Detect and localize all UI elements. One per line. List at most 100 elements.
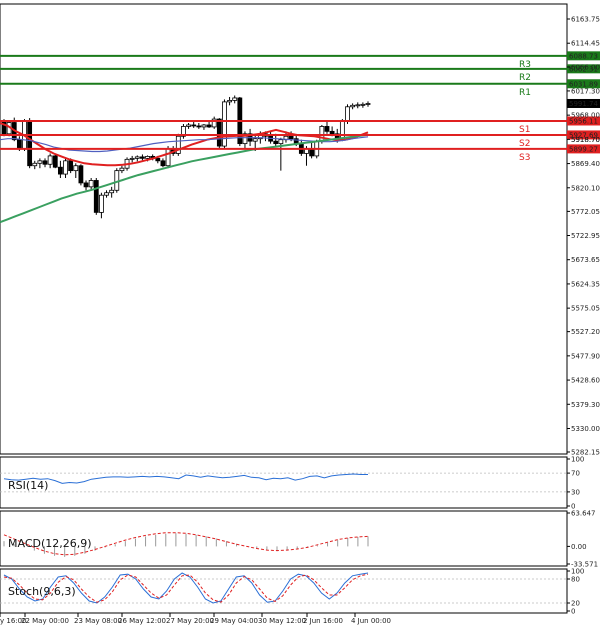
candle-body	[37, 160, 43, 164]
candle-body	[278, 139, 284, 145]
level-label-s1: S1	[519, 125, 530, 135]
candle-body	[165, 148, 171, 167]
indicator-series-line	[3, 573, 369, 603]
candle-body	[47, 155, 53, 165]
price-panel	[0, 3, 568, 614]
price-tick-label: 5477.90	[571, 352, 600, 360]
indicator-panel-frame	[0, 456, 568, 509]
time-tick-label: 23 May 08:00	[74, 617, 122, 625]
price-tick-label: 6163.75	[571, 16, 600, 24]
time-tick-label: 22 May 00:00	[21, 617, 69, 625]
candle-body	[191, 124, 197, 127]
price-tick-label: 6114.45	[571, 40, 600, 48]
indicator-panels: 100 70 30 0 RSI(14) 63.647 0.00 -33.571 MACD(12,…	[0, 456, 598, 616]
price-tick-label: 5330.00	[571, 425, 600, 433]
candle-body	[360, 103, 366, 106]
time-tick-label: 2 Jun 16:00	[303, 617, 343, 625]
indicator-series-line	[3, 532, 369, 556]
candle-body	[273, 140, 279, 145]
indicator-tick-label: 0.00	[571, 543, 587, 551]
candle-body	[252, 138, 258, 142]
time-tick-label: 27 May 20:00	[166, 617, 214, 625]
level-price-tag	[567, 130, 600, 140]
indicator-label: RSI(14)	[8, 479, 48, 492]
indicator-tick-label: 80	[571, 576, 580, 584]
candle-body	[83, 182, 89, 188]
level-label-r3: R3	[519, 60, 531, 70]
candle-body	[227, 100, 232, 103]
current-price-text: 5991.74	[569, 100, 598, 108]
indicator-tick-label: 100	[571, 568, 584, 576]
candle-body	[119, 167, 125, 172]
candle-body	[186, 124, 191, 127]
level-price-tag	[567, 51, 600, 61]
price-axis: 6163.75 6114.45 6066.00 6017.30 5968.00 5918.…	[567, 16, 600, 457]
candle-body	[145, 155, 150, 159]
price-tick-label: 5428.60	[571, 377, 600, 385]
level-label-r1: R1	[519, 88, 531, 98]
time-tick-label: 29 May 04:00	[210, 617, 258, 625]
candle-body	[155, 157, 161, 162]
candle-body	[206, 124, 212, 128]
candle-body	[52, 155, 58, 168]
candle-body	[109, 189, 115, 194]
indicator-tick-label: 30	[571, 488, 580, 496]
price-tick-label: 5282.15	[571, 449, 600, 457]
candle-body	[345, 106, 350, 121]
indicator-tick-label: 0	[571, 503, 575, 511]
candle-body	[350, 104, 356, 108]
candle-body	[99, 194, 104, 213]
candle-body	[181, 126, 186, 137]
support-resistance-levels: R3 6088.73 R2 6062.31 R1 6031.89 S1 5956.11 S2 59…	[0, 51, 600, 163]
indicator-tick-label: 70	[571, 470, 580, 478]
price-panel-frame	[0, 3, 568, 455]
time-tick-label: y 16:00	[0, 617, 27, 625]
candle-body	[216, 118, 222, 147]
candle-body	[68, 160, 74, 172]
candle-body	[140, 156, 145, 159]
level-label-r2: R2	[519, 73, 531, 83]
candle-body	[27, 121, 33, 167]
level-price-tag-text: 6088.73	[569, 52, 598, 60]
candle-body	[104, 192, 109, 196]
price-tag-text: 5918.70	[571, 136, 600, 144]
price-tick-label: 5772.05	[571, 208, 600, 216]
price-tick-label: 5379.30	[571, 401, 600, 409]
candle-body	[175, 135, 181, 154]
price-tick-label: 6017.30	[571, 87, 600, 95]
level-price-tag-text: 6062.31	[569, 65, 598, 73]
level-price-tag-text: 6031.89	[569, 80, 598, 88]
indicator-panel-frame	[0, 510, 568, 567]
indicator-tick-label: -33.571	[571, 561, 598, 569]
price-tick-label: 5722.95	[571, 232, 600, 240]
level-label-s3: S3	[519, 153, 530, 163]
indicator-tick-label: 20	[571, 600, 580, 608]
candle-body	[57, 166, 63, 175]
level-price-tag-text: 5956.11	[569, 117, 598, 125]
candle-body	[42, 160, 48, 165]
candle-body	[339, 120, 345, 141]
candle-body	[134, 156, 140, 159]
price-tick-label: 5820.10	[571, 184, 600, 192]
indicator-label: MACD(12,26,9)	[8, 537, 92, 550]
indicator-label: Stoch(9,6,3)	[8, 585, 76, 598]
moving-average-line	[0, 133, 369, 224]
price-tick-label: 5624.35	[571, 280, 600, 288]
candle-body	[93, 180, 99, 213]
price-tick-label: 5968.00	[571, 112, 600, 120]
candle-body	[201, 124, 207, 128]
candle-body	[73, 165, 79, 172]
candle-body	[324, 126, 330, 132]
candle-body	[88, 180, 94, 188]
level-price-tag	[567, 144, 600, 154]
time-tick-label: 4 Jun 00:00	[351, 617, 391, 625]
current-price-tag	[567, 98, 600, 108]
candle-body	[78, 165, 84, 184]
price-tick-label: 5527.20	[571, 328, 600, 336]
indicator-series-line	[3, 473, 368, 484]
level-price-tag	[567, 64, 600, 74]
candle-body	[365, 103, 371, 105]
candle-body	[63, 160, 68, 175]
